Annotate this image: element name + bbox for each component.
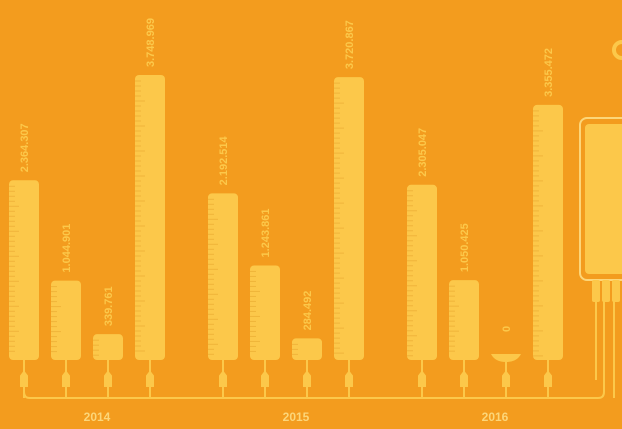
value-label: 284.492 [302,291,314,331]
bar [533,104,563,360]
value-label: 2.192.514 [218,136,230,186]
plug [261,360,269,398]
value-label: 0 [501,326,513,332]
value-label: 2.305.047 [417,128,429,177]
plug [502,360,510,398]
plug [20,360,28,398]
plug [62,360,70,398]
device-body [585,124,622,274]
bar [334,77,364,360]
value-label: 1.050.425 [459,223,471,272]
bar [407,184,437,360]
bar [292,338,322,360]
plug [219,360,227,398]
x-tick-label: 2014 [84,410,111,424]
value-label: 1.044.901 [61,224,73,273]
plug [303,360,311,398]
bar [9,180,39,360]
plug [345,360,353,398]
bar [449,280,479,360]
value-label: 339.761 [103,286,115,326]
value-label: 1.243.861 [260,209,272,258]
value-label: 3.720.867 [344,20,356,69]
value-label: 3.355.472 [543,48,555,97]
device-plug [592,280,600,302]
value-label: 3.748.969 [145,18,157,67]
bar [250,265,280,360]
bar [135,75,165,360]
plug [544,360,552,398]
value-label: 2.364.307 [19,123,31,172]
bar [208,193,238,360]
bar [93,334,123,360]
x-tick-label: 2016 [482,410,509,424]
x-tick-label: 2015 [283,410,310,424]
plug [104,360,112,398]
device-plug [602,280,610,302]
empty-dish [491,354,521,362]
connector-line [595,300,615,398]
bar [51,280,81,360]
plug [418,360,426,398]
plug [460,360,468,398]
device-plug [612,280,620,302]
gear-icon [612,40,622,60]
plug [146,360,154,398]
